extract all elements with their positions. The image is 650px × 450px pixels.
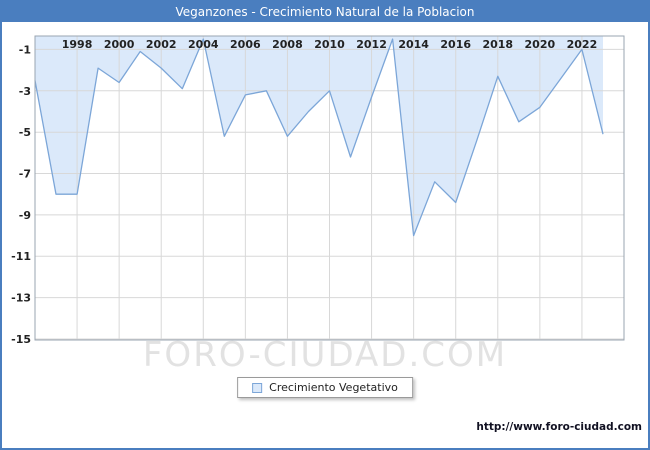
svg-text:1998: 1998 (62, 38, 93, 51)
svg-text:-1: -1 (19, 43, 31, 56)
svg-text:2020: 2020 (525, 38, 556, 51)
svg-text:2006: 2006 (230, 38, 261, 51)
legend-swatch-icon (252, 382, 263, 393)
svg-text:2012: 2012 (356, 38, 387, 51)
svg-text:2010: 2010 (314, 38, 345, 51)
svg-text:2008: 2008 (272, 38, 303, 51)
svg-text:-3: -3 (19, 85, 31, 98)
svg-text:2002: 2002 (146, 38, 177, 51)
area-chart: 1998 2000 2002 2004 2006 2008 2010 2012 2014 2016… (11, 35, 625, 346)
svg-text:-15: -15 (11, 333, 31, 346)
svg-text:2016: 2016 (440, 38, 471, 51)
svg-text:-11: -11 (11, 250, 31, 263)
svg-text:2014: 2014 (398, 38, 429, 51)
svg-text:2018: 2018 (482, 38, 513, 51)
svg-text:-7: -7 (19, 168, 31, 181)
chart-title: Veganzones - Crecimiento Natural de la P… (2, 2, 648, 22)
svg-text:2000: 2000 (104, 38, 135, 51)
svg-text:2004: 2004 (188, 38, 219, 51)
legend-label: Crecimiento Vegetativo (269, 381, 398, 394)
svg-text:-9: -9 (19, 209, 31, 222)
svg-text:2022: 2022 (567, 38, 598, 51)
svg-text:-5: -5 (19, 126, 31, 139)
svg-text:-13: -13 (11, 292, 31, 305)
legend: Crecimiento Vegetativo (237, 377, 413, 398)
source-url: http://www.foro-ciudad.com (476, 421, 642, 433)
